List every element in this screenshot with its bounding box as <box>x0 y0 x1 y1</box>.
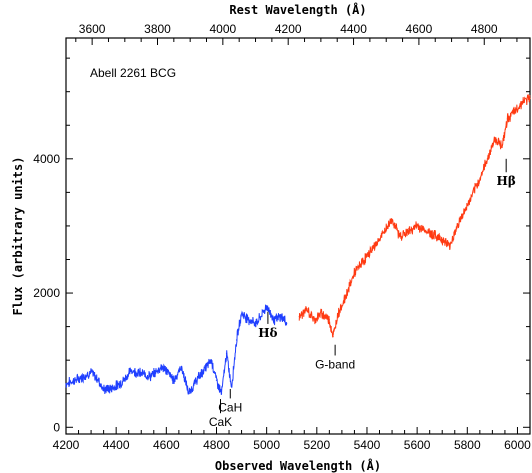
x-tick-label: 5800 <box>454 438 481 452</box>
spectrum-point <box>110 387 112 389</box>
spectrum-point <box>256 322 258 324</box>
spectrum-point <box>273 319 275 321</box>
x-tick-label: 5400 <box>354 438 381 452</box>
spectrum-point <box>240 312 243 314</box>
spectrum-point <box>343 299 345 301</box>
x-tick-label: 4800 <box>203 438 230 452</box>
x-tick-label: 4200 <box>53 438 80 452</box>
annotation-label: CaK <box>209 415 232 429</box>
spectrum-series-2 <box>298 94 531 338</box>
y-tick-label: 2000 <box>33 286 60 300</box>
spectrum-point <box>150 375 152 377</box>
spectrum-series-1 <box>65 304 288 395</box>
x2-tick-label: 4400 <box>340 22 367 36</box>
spectrum-point <box>521 101 524 103</box>
x2-tick-label: 4200 <box>275 22 302 36</box>
spectrum-point <box>98 379 100 381</box>
spectrum-point <box>266 305 268 308</box>
annotation-label: CaH <box>218 400 242 414</box>
spectrum-point <box>103 389 105 391</box>
x-tick-label: 6000 <box>504 438 531 452</box>
y-axis-title: Flux (arbitrary units) <box>11 157 25 316</box>
spectrum-point <box>332 336 334 338</box>
spectrum-point <box>140 372 142 375</box>
x2-tick-label: 4000 <box>209 22 236 36</box>
spectrum-point <box>203 369 205 371</box>
spectrum-point <box>328 319 330 321</box>
spectrum-point <box>286 322 288 324</box>
x-tick-label: 5000 <box>253 438 280 452</box>
spectrum-point <box>479 178 481 180</box>
spectrum-point <box>313 319 315 321</box>
spectrum-point <box>188 393 190 395</box>
y-tick-label: 0 <box>53 420 60 434</box>
spectrum-point <box>321 312 323 314</box>
spectrum-point <box>115 385 117 387</box>
annotation-label: Hβ <box>497 174 516 188</box>
x-axis-title: Observed Wavelength (Å) <box>215 458 381 473</box>
spectrum-point <box>506 117 509 120</box>
spectrum-point <box>281 315 283 318</box>
x-tick-label: 4400 <box>103 438 130 452</box>
x2-tick-label: 3600 <box>79 22 106 36</box>
spectrum-point <box>173 379 175 381</box>
spectrum-point <box>529 97 531 100</box>
spectrum-point <box>235 339 238 341</box>
spectrum-point <box>215 379 218 381</box>
spectrum-point <box>337 312 339 314</box>
spectrum-point <box>398 235 401 237</box>
spectrum-point <box>298 315 300 318</box>
spectrum-point <box>225 352 228 355</box>
spectrum-point <box>501 144 504 146</box>
x2-tick-label: 3800 <box>144 22 171 36</box>
spectrum-point <box>220 393 223 395</box>
spectrum-point <box>449 245 451 247</box>
spectrum-point <box>406 232 408 234</box>
spectrum-point <box>494 138 496 140</box>
spectrum-point <box>441 238 443 240</box>
spectrum-point <box>230 386 233 388</box>
spectrum-point <box>353 272 356 274</box>
spectrum-point <box>180 366 182 368</box>
x-tick-label: 4600 <box>153 438 180 452</box>
x-tick-label: 5600 <box>404 438 431 452</box>
spectrum-point <box>306 309 308 311</box>
spectrum-point <box>429 232 431 234</box>
spectrum-point <box>90 371 92 373</box>
y-tick-label: 4000 <box>33 152 60 166</box>
spectrum-point <box>165 369 167 371</box>
spectrum-point <box>466 205 468 207</box>
spectrum-point <box>77 378 80 380</box>
annotation-label: Hδ <box>258 326 277 340</box>
spectrum-point <box>378 238 381 240</box>
spectrum-point <box>123 379 125 381</box>
x2-tick-label: 4800 <box>471 22 498 36</box>
spectrum-point <box>160 366 162 368</box>
spectrum-point <box>391 218 393 220</box>
spectrum-point <box>486 158 488 160</box>
chart-title: Abell 2261 BCG <box>90 66 176 80</box>
annotation-label: G-band <box>315 357 355 371</box>
spectrum-point <box>195 379 198 381</box>
spectrum-point <box>366 255 368 257</box>
x2-axis-title: Rest Wavelength (Å) <box>229 2 366 17</box>
x2-tick-label: 4600 <box>406 22 433 36</box>
spectrum-point <box>210 359 213 361</box>
plot-frame <box>65 37 531 435</box>
spectrum-point <box>248 319 250 321</box>
spectrum-point <box>130 369 132 371</box>
spectrum-point <box>514 111 516 113</box>
x-tick-label: 5200 <box>303 438 330 452</box>
spectrum-point <box>416 225 418 227</box>
spectrum-point <box>65 383 67 385</box>
spectrum-point <box>456 225 458 227</box>
